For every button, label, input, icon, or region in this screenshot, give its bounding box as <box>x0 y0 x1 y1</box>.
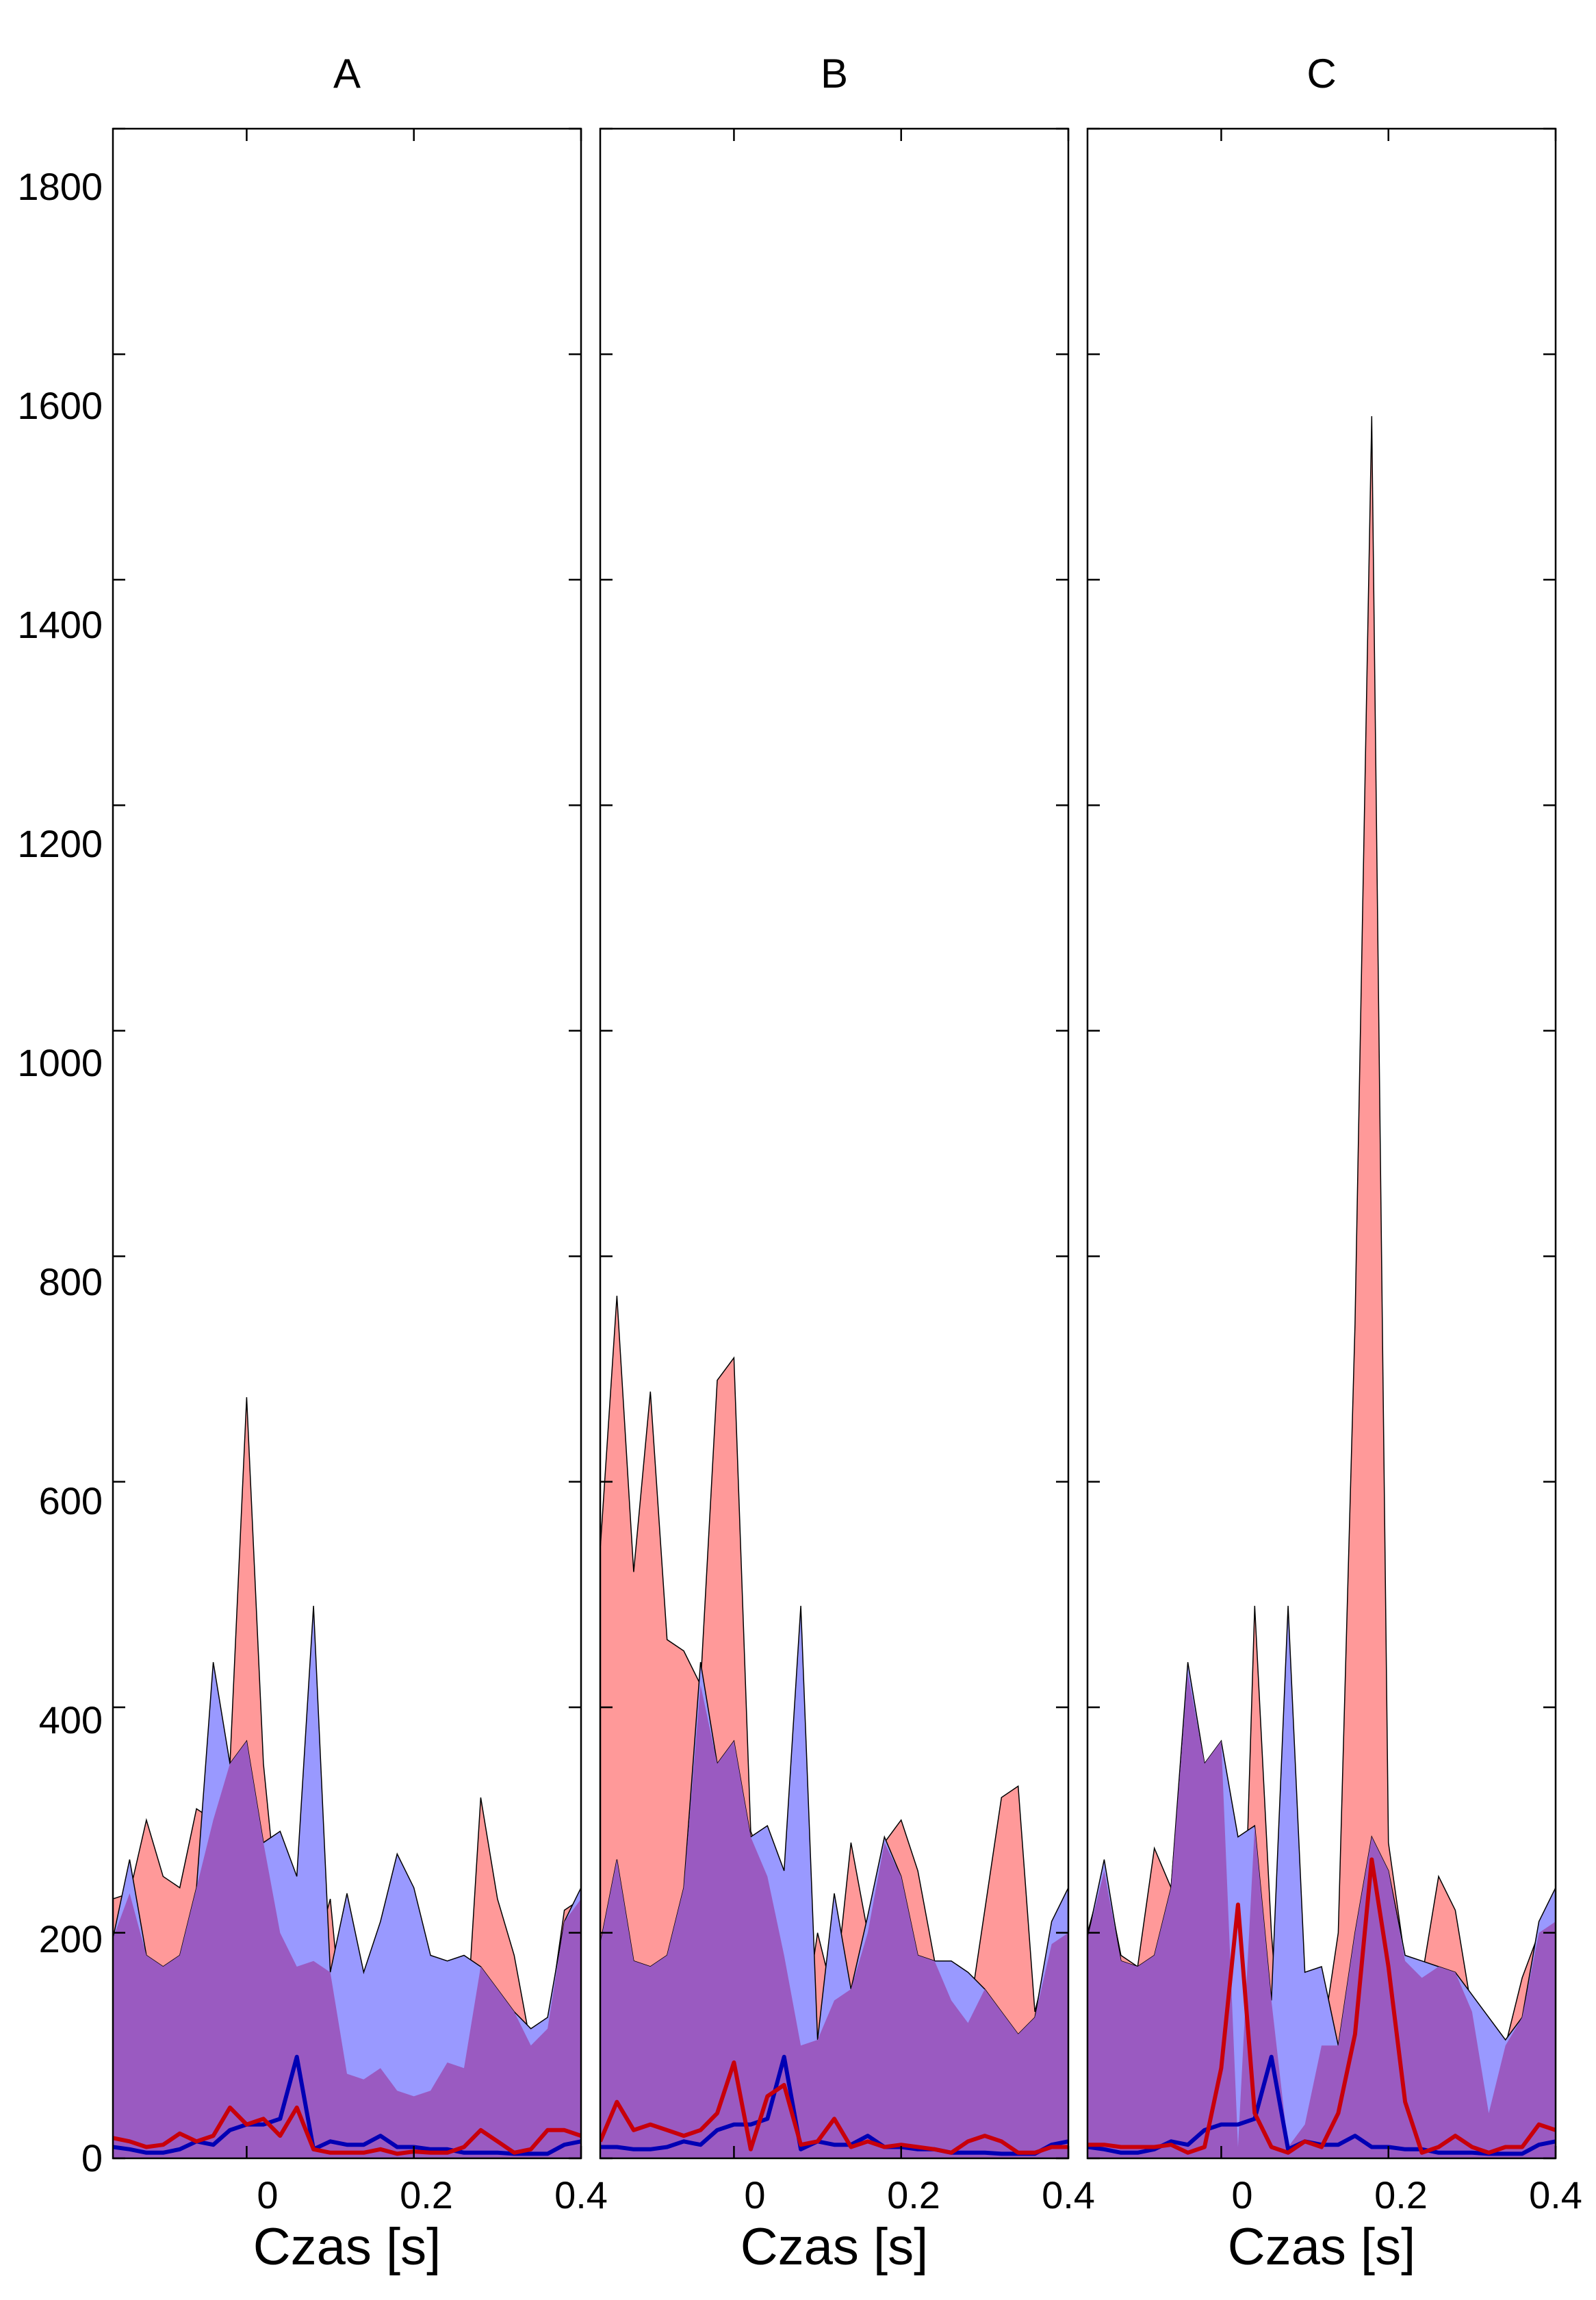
panel-title-a: A <box>333 51 361 97</box>
y-tick-label: 1800 <box>17 165 103 208</box>
panel-c-lines <box>1087 1857 1556 2156</box>
x-axis-title-b: Czas [s] <box>741 2218 929 2276</box>
line-series-blue <box>600 2054 1068 2156</box>
panel-b-lines <box>600 2054 1068 2156</box>
panel-c-frame <box>1086 127 1557 2160</box>
x-tick-label-b-0: 0 <box>744 2173 765 2216</box>
line-series-blue <box>113 2054 581 2156</box>
line-series-red <box>600 2060 1068 2155</box>
x-axis-title-a: Czas [s] <box>253 2218 441 2276</box>
x-tick-label-c-1: 0.2 <box>1374 2173 1428 2216</box>
area-series-red <box>1087 416 1556 2158</box>
y-tick-label: 600 <box>39 1479 103 1522</box>
line-series-red <box>113 2105 581 2156</box>
area-series-overlap <box>1087 1673 1556 2158</box>
panel-title-b: B <box>821 51 848 97</box>
panel-c-plot <box>1087 416 1556 2158</box>
x-tick-label-a-0: 0 <box>257 2173 278 2216</box>
panel-title-c: C <box>1307 51 1336 97</box>
y-tick-label: 1200 <box>17 822 103 865</box>
panel-b-areas <box>600 1295 1068 2158</box>
panel-c-areas <box>1087 416 1556 2158</box>
panel-a-lines <box>113 2054 581 2156</box>
y-axis-labels: 0 200 400 600 800 1000 1200 1400 1600 18… <box>17 165 103 2180</box>
y-tick-label: 1400 <box>17 603 103 646</box>
x-tick-label-b-2: 0.4 <box>1042 2173 1095 2216</box>
y-tick-label: 200 <box>39 1917 103 1960</box>
panel-a-plot <box>113 1397 581 2158</box>
area-series-overlap <box>600 1685 1068 2158</box>
x-tick-label-a-2: 0.4 <box>554 2173 608 2216</box>
y-tick-label: 800 <box>39 1260 103 1303</box>
panel-b-plot <box>600 1295 1068 2158</box>
y-tick-label: 400 <box>39 1698 103 1741</box>
y-tick-label: 0 <box>81 2136 103 2180</box>
x-tick-label-a-1: 0.2 <box>400 2173 453 2216</box>
tick-marks <box>113 127 1557 2160</box>
x-tick-label-b-1: 0.2 <box>887 2173 940 2216</box>
line-series-red <box>1087 1857 1556 2155</box>
area-series-overlap <box>113 1741 581 2158</box>
y-tick-label: 1000 <box>17 1041 103 1084</box>
x-tick-label-c-2: 0.4 <box>1529 2173 1582 2216</box>
y-tick-label: 1600 <box>17 384 103 427</box>
panel-a-areas <box>113 1397 581 2158</box>
panel-b-frame <box>599 127 1070 2160</box>
panel-a-frame <box>112 127 582 2160</box>
x-axis-labels: 0 0.2 0.4 0 0.2 0.4 0 0.2 0.4 <box>257 2173 1582 2216</box>
x-tick-label-c-0: 0 <box>1231 2173 1252 2216</box>
x-axis-title-c: Czas [s] <box>1228 2218 1416 2276</box>
